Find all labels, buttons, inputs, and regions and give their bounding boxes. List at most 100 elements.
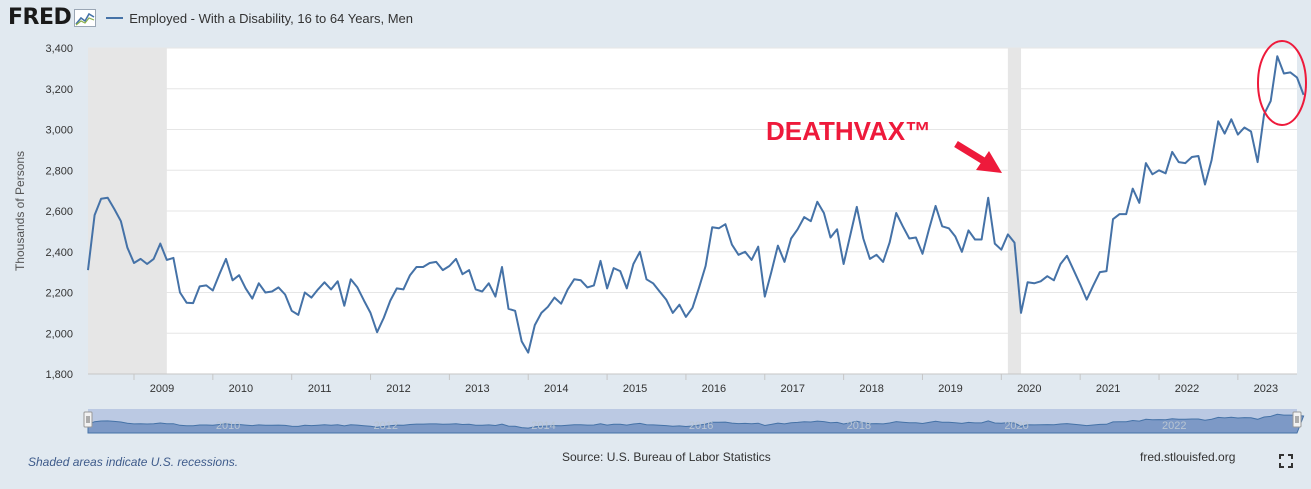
data-point[interactable] (737, 254, 739, 256)
data-point[interactable] (724, 223, 726, 225)
data-point[interactable] (442, 269, 444, 271)
data-point[interactable] (271, 290, 273, 292)
data-point[interactable] (363, 299, 365, 301)
data-point[interactable] (1270, 100, 1272, 102)
data-point[interactable] (87, 269, 89, 271)
data-point[interactable] (1296, 76, 1298, 78)
data-point[interactable] (948, 227, 950, 229)
data-point[interactable] (507, 308, 509, 310)
data-point[interactable] (1145, 162, 1147, 164)
data-point[interactable] (389, 299, 391, 301)
data-point[interactable] (869, 258, 871, 260)
data-point[interactable] (264, 291, 266, 293)
data-point[interactable] (685, 316, 687, 318)
data-point[interactable] (113, 208, 115, 210)
data-point[interactable] (915, 236, 917, 238)
data-point[interactable] (1151, 173, 1153, 175)
data-point[interactable] (521, 340, 523, 342)
data-point[interactable] (593, 284, 595, 286)
fullscreen-icon[interactable] (1279, 454, 1293, 468)
navigator-handle-right[interactable] (1292, 411, 1302, 428)
data-point[interactable] (961, 251, 963, 253)
data-point[interactable] (172, 257, 174, 259)
data-point[interactable] (908, 237, 910, 239)
data-point[interactable] (192, 302, 194, 304)
data-point[interactable] (783, 261, 785, 263)
data-point[interactable] (632, 263, 634, 265)
data-point[interactable] (179, 291, 181, 293)
data-point[interactable] (166, 259, 168, 261)
data-point[interactable] (527, 351, 529, 353)
data-point[interactable] (902, 225, 904, 227)
data-point[interactable] (153, 258, 155, 260)
data-point[interactable] (1125, 213, 1127, 215)
navigator-handle-left[interactable] (83, 411, 93, 428)
data-point[interactable] (1118, 213, 1120, 215)
data-point[interactable] (1164, 172, 1166, 174)
data-point[interactable] (1171, 151, 1173, 153)
data-point[interactable] (718, 227, 720, 229)
site-link[interactable]: fred.stlouisfed.org (1140, 450, 1236, 464)
data-point[interactable] (645, 278, 647, 280)
data-point[interactable] (586, 286, 588, 288)
data-point[interactable] (731, 243, 733, 245)
data-point[interactable] (185, 302, 187, 304)
data-point[interactable] (133, 262, 135, 264)
data-point[interactable] (1053, 279, 1055, 281)
data-point[interactable] (343, 305, 345, 307)
data-point[interactable] (1066, 255, 1068, 257)
data-point[interactable] (481, 290, 483, 292)
data-point[interactable] (415, 266, 417, 268)
data-point[interactable] (1191, 156, 1193, 158)
data-point[interactable] (402, 288, 404, 290)
data-point[interactable] (619, 270, 621, 272)
data-point[interactable] (468, 269, 470, 271)
data-point[interactable] (553, 296, 555, 298)
data-point[interactable] (1132, 187, 1134, 189)
data-point[interactable] (297, 314, 299, 316)
data-point[interactable] (1013, 241, 1015, 243)
data-point[interactable] (330, 288, 332, 290)
data-point[interactable] (665, 298, 667, 300)
fred-logo[interactable]: FRED (8, 4, 97, 32)
data-point[interactable] (941, 225, 943, 227)
data-point[interactable] (626, 287, 628, 289)
data-point[interactable] (284, 293, 286, 295)
data-point[interactable] (704, 265, 706, 267)
data-point[interactable] (1026, 281, 1028, 283)
data-point[interactable] (139, 258, 141, 260)
data-point[interactable] (862, 237, 864, 239)
data-point[interactable] (842, 263, 844, 265)
data-point[interactable] (225, 258, 227, 260)
data-point[interactable] (1072, 269, 1074, 271)
data-point[interactable] (816, 201, 818, 203)
data-point[interactable] (980, 238, 982, 240)
data-point[interactable] (1033, 282, 1035, 284)
data-point[interactable] (238, 274, 240, 276)
data-point[interactable] (652, 282, 654, 284)
data-point[interactable] (1158, 169, 1160, 171)
data-point[interactable] (606, 287, 608, 289)
data-point[interactable] (1256, 161, 1258, 163)
data-point[interactable] (409, 274, 411, 276)
data-point[interactable] (796, 228, 798, 230)
data-point[interactable] (1210, 159, 1212, 161)
data-point[interactable] (573, 278, 575, 280)
data-point[interactable] (534, 324, 536, 326)
data-point[interactable] (829, 236, 831, 238)
data-point[interactable] (987, 197, 989, 199)
data-point[interactable] (1099, 271, 1101, 273)
data-point[interactable] (383, 317, 385, 319)
data-point[interactable] (1243, 126, 1245, 128)
data-point[interactable] (448, 265, 450, 267)
data-point[interactable] (764, 295, 766, 297)
data-point[interactable] (231, 279, 233, 281)
data-point[interactable] (613, 267, 615, 269)
data-point[interactable] (803, 216, 805, 218)
data-point[interactable] (994, 242, 996, 244)
data-point[interactable] (967, 229, 969, 231)
data-point[interactable] (1224, 132, 1226, 134)
data-point[interactable] (461, 273, 463, 275)
legend-series-label[interactable]: Employed - With a Disability, 16 to 64 Y… (129, 10, 413, 26)
navigator[interactable]: 2010 2012 2014 2016 2018 2020 2022 (83, 409, 1305, 434)
